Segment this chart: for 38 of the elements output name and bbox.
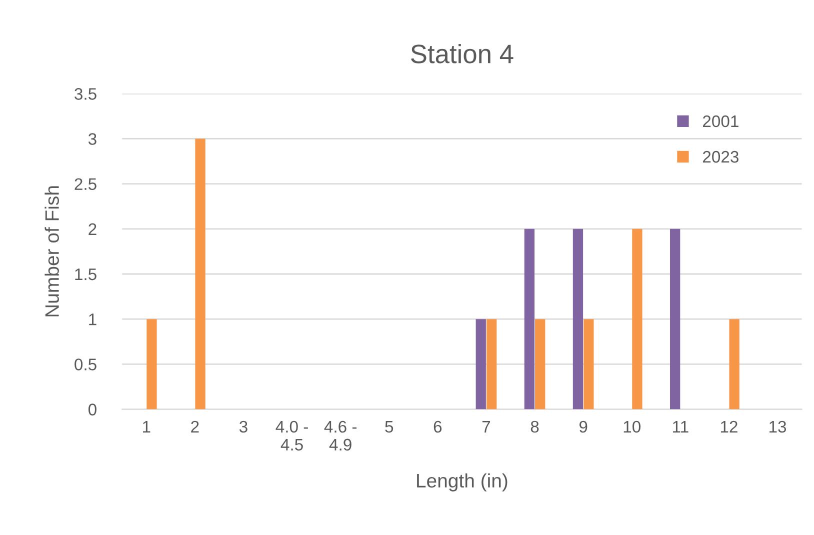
bar	[476, 319, 486, 410]
bar	[146, 319, 157, 410]
bar	[632, 228, 642, 410]
x-tick-label: 2	[191, 420, 199, 432]
x-tick-label: 6	[434, 420, 442, 433]
bar	[729, 319, 740, 410]
bar	[524, 228, 534, 410]
x-tick-label: 10	[624, 420, 640, 433]
y-tick-label: 0	[88, 404, 96, 416]
x-tick-label: 13	[770, 420, 786, 433]
x-tick-label: 7	[482, 421, 490, 432]
x-tick-label: 8	[530, 420, 539, 433]
y-axis-title: Number of Fish	[44, 186, 59, 316]
bar	[195, 138, 206, 410]
legend-label: 2023	[702, 150, 738, 163]
y-tick-label: 3.5	[74, 88, 96, 100]
y-tick-label: 0.5	[74, 358, 96, 370]
y-tick-label: 2	[88, 223, 96, 235]
chart-title: Station 4	[411, 44, 514, 64]
x-tick-label: 4.6 - 4.9	[324, 420, 357, 451]
bar	[486, 319, 497, 410]
bar	[584, 319, 594, 410]
x-tick-label: 1	[143, 421, 150, 432]
x-tick-label: 5	[385, 421, 394, 433]
y-tick-label: 3	[88, 133, 96, 145]
y-tick-label: 1	[89, 314, 96, 326]
x-tick-label: 9	[579, 420, 588, 433]
bar	[572, 228, 584, 410]
x-tick-label: 4.0 - 4.5	[276, 420, 308, 451]
y-tick-label: 2.5	[74, 178, 96, 190]
y-tick-label: 1.5	[75, 268, 96, 280]
bar	[535, 319, 546, 410]
x-tick-label: 12	[720, 420, 738, 432]
legend-label: 2001	[702, 115, 738, 128]
x-tick-label: 3	[239, 420, 248, 433]
x-axis-title: Length (in)	[417, 473, 508, 492]
x-tick-label: 11	[673, 421, 688, 432]
bar	[670, 228, 680, 410]
